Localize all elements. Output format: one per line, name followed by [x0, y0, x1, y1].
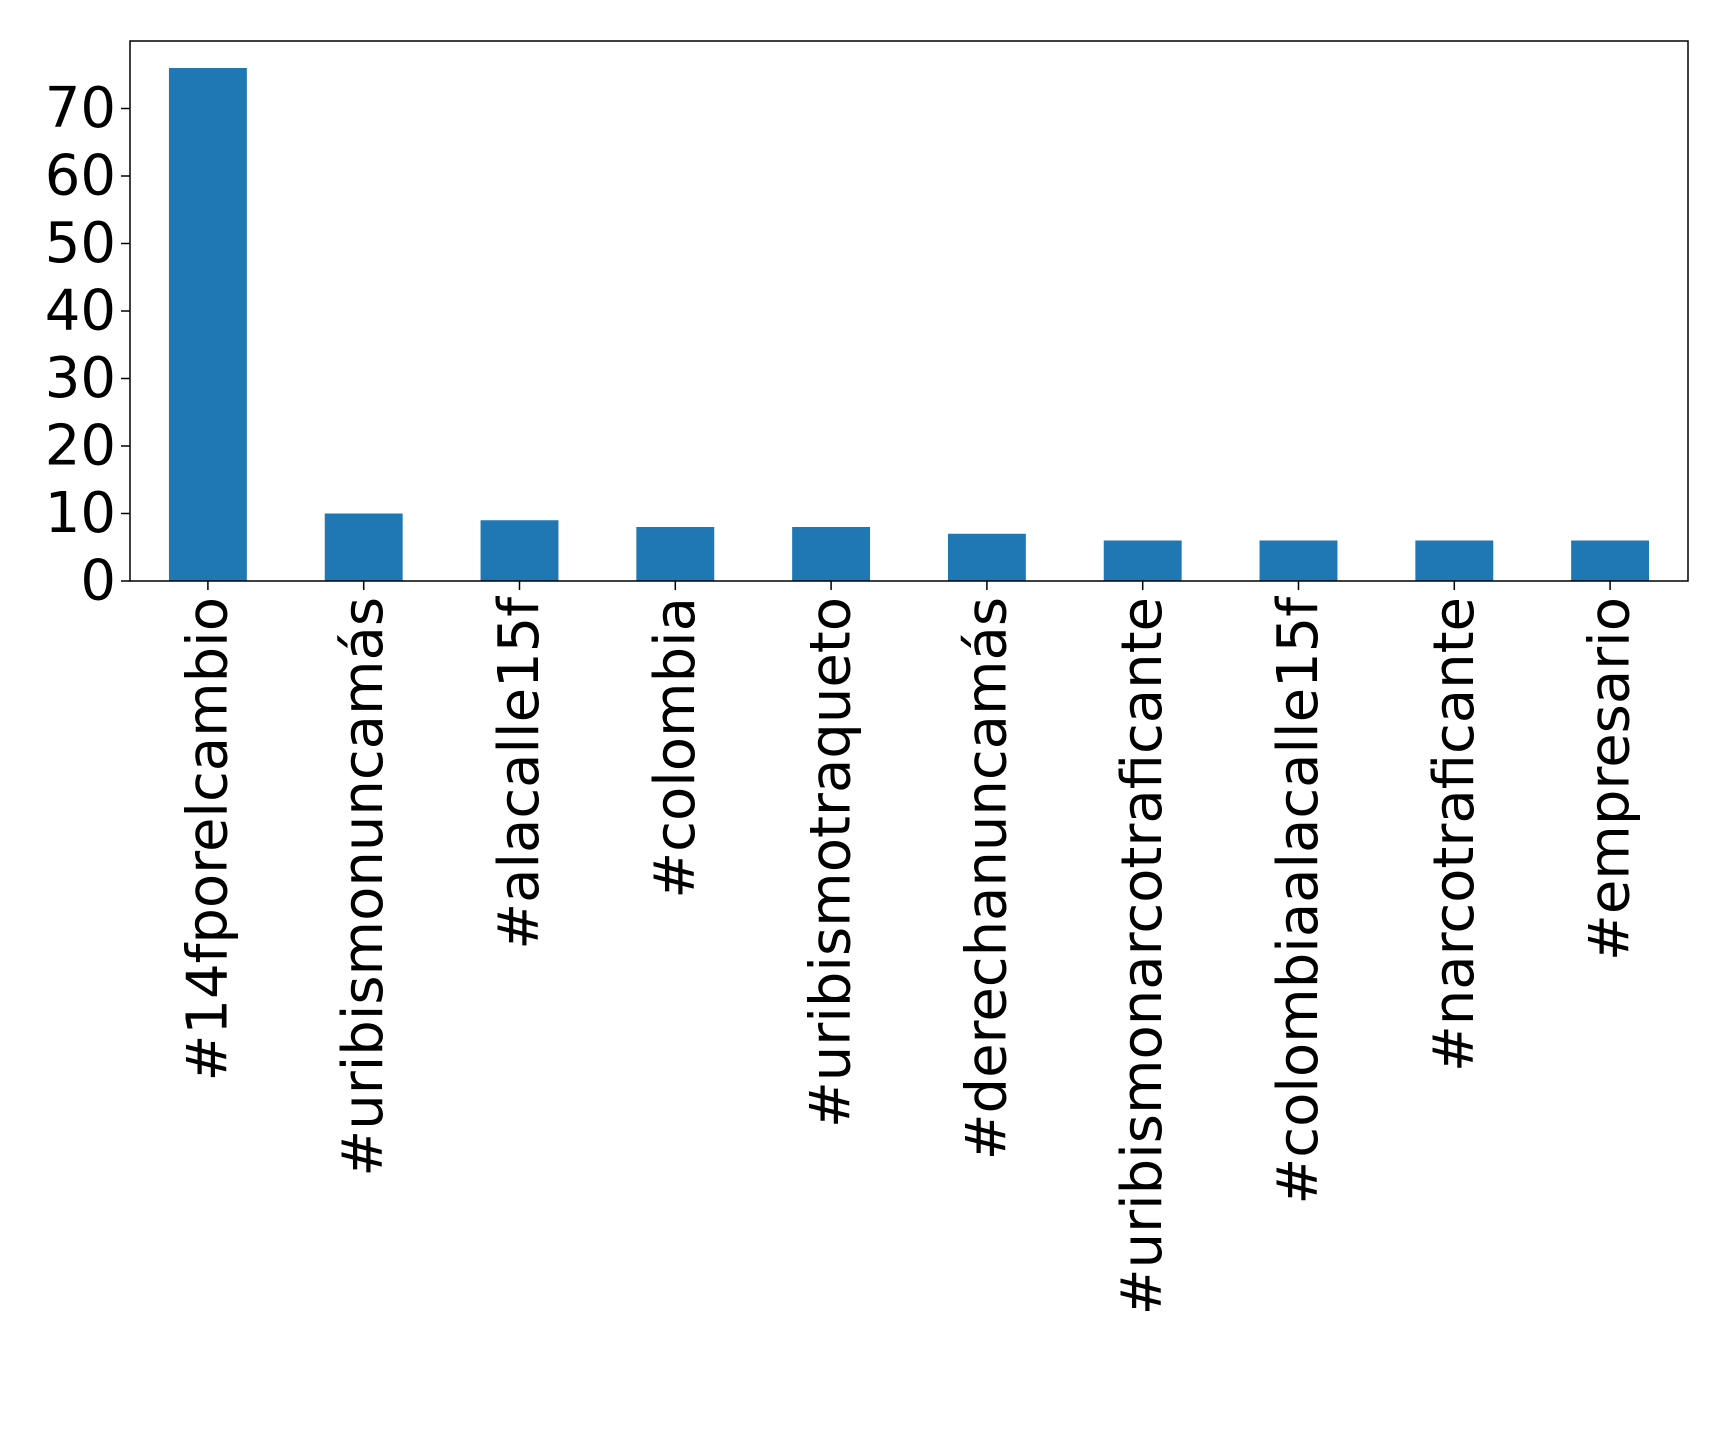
bar — [1259, 540, 1338, 581]
x-tick-label: #colombiaalacalle15f — [1266, 596, 1331, 1205]
bar — [636, 527, 715, 581]
y-tick-label: 70 — [45, 76, 116, 141]
y-tick-label: 40 — [45, 279, 116, 344]
y-tick-label: 0 — [80, 549, 116, 614]
bars-group — [168, 68, 1650, 581]
bar — [480, 520, 559, 581]
bar — [947, 533, 1026, 581]
x-tick-label: #colombia — [643, 597, 708, 899]
x-tick-label: #14fporelcambio — [175, 597, 240, 1082]
y-tick-label: 20 — [45, 414, 116, 479]
bar — [168, 68, 247, 581]
x-tick-label: #uribismonuncamás — [331, 597, 396, 1177]
x-tick-label: #alacalle15f — [487, 596, 552, 950]
x-tick-label: #uribismonarcotraficante — [1110, 597, 1175, 1315]
plot-frame — [129, 40, 1689, 582]
bar — [1571, 540, 1650, 581]
bar — [1103, 540, 1182, 581]
x-tick-label: #uribismotraqueto — [799, 597, 864, 1128]
y-tick-label: 60 — [45, 144, 116, 209]
x-tick-label: #derechanuncamás — [954, 597, 1019, 1160]
x-axis: #14fporelcambio #uribismonuncamás #alacall… — [175, 581, 1643, 1315]
y-tick-label: 30 — [45, 346, 116, 411]
y-tick-label: 50 — [45, 211, 116, 276]
bar — [1415, 540, 1494, 581]
x-tick-label: #narcotraficante — [1422, 597, 1487, 1072]
bar — [324, 513, 403, 581]
x-tick-label: #empresario — [1578, 597, 1643, 961]
y-tick-label: 10 — [45, 481, 116, 546]
bar — [792, 527, 871, 581]
